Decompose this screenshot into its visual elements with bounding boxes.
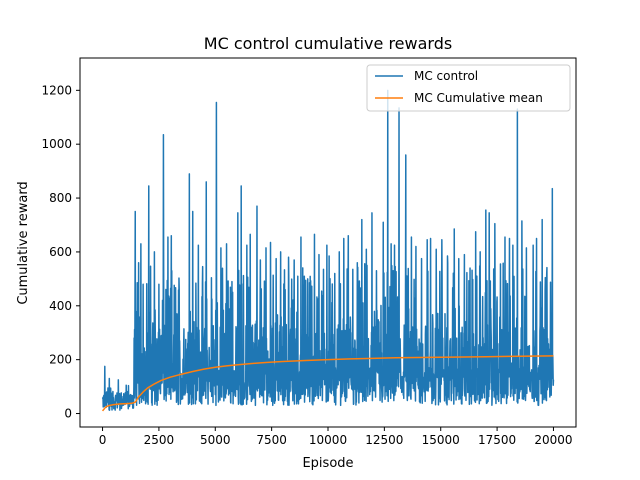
x-tick-label: 0 <box>99 433 107 447</box>
series-line-mc-cumulative-mean <box>101 355 554 412</box>
y-axis-label: Cumulative reward <box>16 181 31 304</box>
chart-title: MC control cumulative rewards <box>204 34 452 53</box>
series-line-mc-control <box>101 89 555 411</box>
x-tick-label: 12500 <box>365 433 403 447</box>
y-tick-label: 200 <box>49 353 72 367</box>
legend: MC control MC Cumulative mean <box>366 64 571 112</box>
x-tick-label: 20000 <box>534 433 572 447</box>
x-tick-label: 15000 <box>422 433 460 447</box>
y-tick-label: 1000 <box>41 137 72 151</box>
x-tick-label: 7500 <box>256 433 287 447</box>
x-axis-label: Episode <box>302 456 353 471</box>
legend-label: MC Cumulative mean <box>414 91 543 105</box>
y-tick-label: 1200 <box>41 83 72 97</box>
y-tick-label: 0 <box>64 407 72 421</box>
y-tick-label: 400 <box>49 299 72 313</box>
x-tick-label: 10000 <box>309 433 347 447</box>
legend-label: MC control <box>414 69 478 83</box>
legend-box <box>366 64 571 112</box>
x-tick-label: 5000 <box>200 433 231 447</box>
y-tick-label: 600 <box>49 245 72 259</box>
y-tick-label: 800 <box>49 191 72 205</box>
x-tick-label: 2500 <box>144 433 175 447</box>
axis-ticks: 0 2500 5000 7500 10000 12500 15000 17500 20000 0 2… <box>41 83 572 447</box>
x-tick-label: 17500 <box>478 433 516 447</box>
